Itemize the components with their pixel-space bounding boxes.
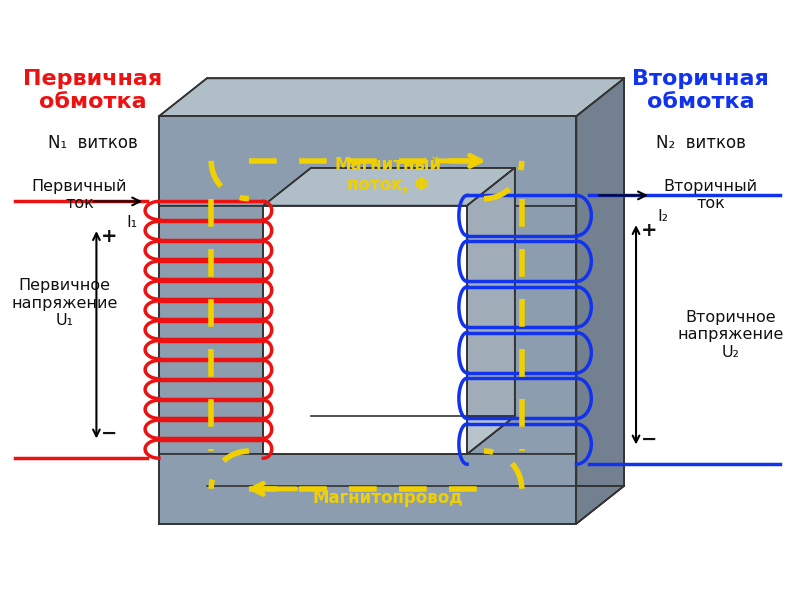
Text: Вторичная
обмотка: Вторичная обмотка bbox=[632, 70, 769, 112]
Polygon shape bbox=[159, 454, 577, 523]
Polygon shape bbox=[467, 206, 577, 454]
Text: Магнитный
поток, Φ: Магнитный поток, Φ bbox=[334, 156, 441, 194]
Polygon shape bbox=[159, 486, 624, 523]
Text: +: + bbox=[641, 221, 657, 240]
Text: I₁: I₁ bbox=[126, 215, 138, 230]
Polygon shape bbox=[159, 78, 624, 116]
Polygon shape bbox=[467, 168, 514, 454]
Text: +: + bbox=[101, 227, 118, 246]
Polygon shape bbox=[263, 416, 514, 454]
Polygon shape bbox=[263, 168, 514, 206]
Text: Первичное
напряжение
U₁: Первичное напряжение U₁ bbox=[11, 278, 118, 328]
Polygon shape bbox=[263, 206, 467, 454]
Text: −: − bbox=[641, 430, 657, 449]
Text: Первичная
обмотка: Первичная обмотка bbox=[23, 70, 162, 112]
Text: Магнитопровод: Магнитопровод bbox=[312, 489, 463, 507]
Text: N₂  витков: N₂ витков bbox=[656, 134, 746, 152]
Polygon shape bbox=[159, 206, 263, 454]
Polygon shape bbox=[159, 116, 577, 206]
Text: Вторичное
напряжение
U₂: Вторичное напряжение U₂ bbox=[678, 310, 784, 360]
Text: −: − bbox=[101, 424, 118, 443]
Text: N₁  витков: N₁ витков bbox=[47, 134, 138, 152]
Text: I₂: I₂ bbox=[658, 209, 668, 224]
Polygon shape bbox=[577, 78, 624, 523]
Text: Первичный
ток: Первичный ток bbox=[32, 178, 127, 211]
Text: Вторичный
ток: Вторичный ток bbox=[663, 178, 758, 211]
